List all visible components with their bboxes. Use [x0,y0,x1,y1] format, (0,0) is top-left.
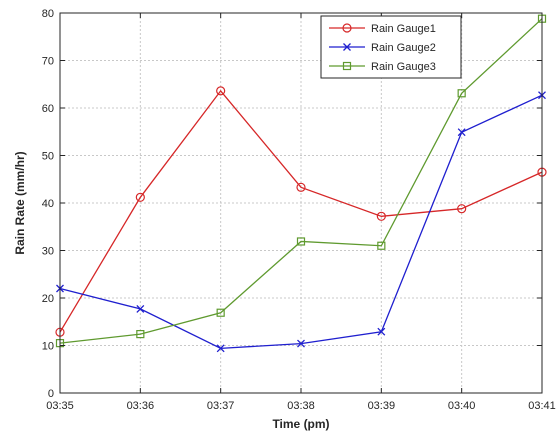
x-marker [377,327,386,336]
y-tick-label: 60 [42,103,54,115]
x-tick-label: 03:40 [448,400,476,412]
circle-marker [376,211,386,221]
x-marker [136,304,145,313]
series-2 [56,91,546,353]
circle-marker [135,192,145,202]
legend-item: Rain Gauge1 [329,23,436,35]
x-tick-label: 03:38 [287,400,315,412]
y-tick-label: 10 [42,341,54,353]
legend-label: Rain Gauge1 [371,23,436,35]
circle-marker [296,182,306,192]
circle-marker [457,204,467,214]
legend-item: Rain Gauge2 [329,42,436,54]
square-marker [342,61,352,71]
x-tick-label: 03:41 [528,400,556,412]
x-axis-title: Time (pm) [272,417,329,431]
series-group [55,14,547,353]
y-tick-label: 30 [42,246,54,258]
x-tick-label: 03:39 [368,400,396,412]
x-marker [297,339,305,348]
legend-label: Rain Gauge2 [371,42,436,54]
square-marker [296,237,306,246]
square-marker [377,241,386,250]
square-marker [457,89,466,98]
square-marker [216,308,225,317]
y-tick-label: 0 [48,388,54,400]
x-tick-label: 03:37 [207,400,235,412]
x-marker [457,128,466,137]
y-tick-label: 80 [42,8,54,20]
circle-marker [216,86,226,96]
y-axis-title: Rain Rate (mm/hr) [13,151,27,254]
x-marker [216,344,225,353]
x-tick-label: 03:35 [46,400,74,412]
y-tick-label: 70 [42,56,54,68]
legend-label: Rain Gauge3 [371,61,436,73]
circle-marker [342,23,352,33]
x-tick-label: 03:36 [127,400,155,412]
y-tick-label: 50 [42,151,54,163]
series-3 [55,14,547,348]
y-tick-label: 20 [42,293,54,305]
legend: Rain Gauge1 Rain Gauge2 Rain Gauge3 [320,15,462,79]
y-axis-ticks: 0 10 20 30 40 50 60 70 80 [42,8,542,400]
series-line [59,89,543,333]
x-marker [343,43,351,51]
y-tick-label: 40 [42,198,54,210]
series-1 [55,86,547,337]
x-axis-ticks: 03:35 03:36 03:37 03:38 03:39 03:40 03:41 [46,13,556,412]
square-marker [136,330,145,339]
legend-item: Rain Gauge3 [329,61,436,73]
series-line [59,18,543,344]
